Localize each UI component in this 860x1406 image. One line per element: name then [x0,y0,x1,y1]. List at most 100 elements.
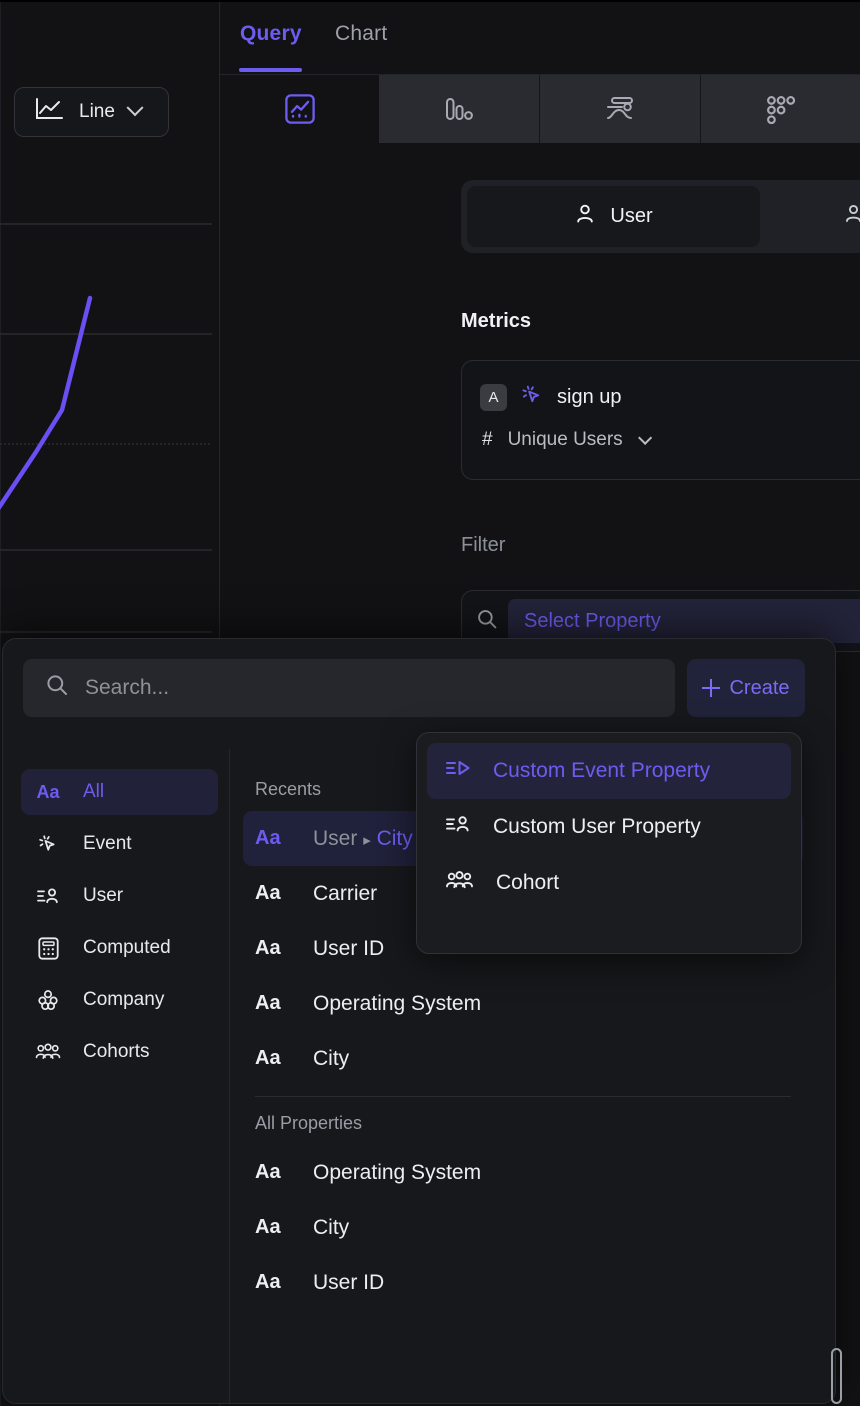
active-tab-indicator [239,68,302,72]
hash-icon: # [482,429,493,450]
category-label-user: User [83,885,124,906]
category-sidebar: Aa All Event [21,769,218,1081]
list-item[interactable]: Aa Carrier [243,866,803,921]
list-item[interactable]: Aa Operating System [243,1145,803,1200]
query-chart-tabs: Query Chart [220,2,860,76]
metric-card[interactable]: A sign up # Unique Users [461,360,860,480]
click-event-icon [35,833,61,855]
submenu-item-custom-user-property[interactable]: Custom User Property [427,799,791,855]
list-section-divider [255,1096,791,1097]
submenu-item-cohort[interactable]: Cohort [427,855,791,911]
line-chart-icon [35,97,65,127]
category-item-company[interactable]: Company [21,977,218,1023]
submenu-item-custom-event-property[interactable]: Custom Event Property [427,743,791,799]
category-label-cohorts: Cohorts [83,1041,150,1062]
metric-card-header: A sign up [480,383,622,412]
tab-query[interactable]: Query [240,22,302,45]
click-event-icon [520,383,544,412]
aa-text-icon: Aa [255,827,281,849]
category-item-computed[interactable]: Computed [21,925,218,971]
recents-label: Recents [255,778,322,799]
segment-flow[interactable] [540,75,701,143]
create-button[interactable]: Create [687,659,805,717]
scrollbar-thumb[interactable] [831,1348,842,1404]
property-label: City [313,1215,350,1239]
metric-aggregation-selector[interactable]: # Unique Users [482,429,652,451]
tabs-bottom-border [220,74,860,75]
metric-event-name: sign up [557,386,622,408]
chart-type-selector[interactable]: Line [14,87,169,137]
category-item-event[interactable]: Event [21,821,218,867]
aa-text-icon: Aa [255,1271,281,1293]
property-label: User ID [313,936,385,960]
segment-retention[interactable] [700,75,860,143]
window-top-edge [0,0,860,2]
people-icon [844,203,860,231]
retention-dots-icon [765,94,796,124]
category-item-cohorts[interactable]: Cohorts [21,1029,218,1075]
list-item[interactable]: Aa Operating System [243,976,803,1031]
aa-text-icon: Aa [255,937,281,959]
cohort-icon [35,1042,61,1062]
plus-icon [702,679,721,697]
segment-funnel[interactable] [379,75,540,143]
chevron-down-icon [126,99,144,117]
aa-text-icon: Aa [36,781,60,802]
chart-pane-left-edge [0,2,1,1406]
person-icon [574,203,596,231]
user-property-icon [445,814,471,840]
list-item[interactable]: Aa City [243,1200,803,1255]
entity-option-user[interactable]: User [467,186,760,247]
metrics-header: Metrics [461,308,860,334]
all-properties-label: All Properties [255,1112,363,1133]
category-label-event: Event [83,833,132,854]
metrics-title: Metrics [461,309,532,332]
list-item[interactable]: Aa User ID [243,921,803,976]
trend-chart-icon [284,94,315,124]
metric-letter-badge: A [480,384,507,411]
path-arrow-icon: ▸ [363,831,371,849]
company-icon [35,989,61,1011]
bar-funnel-icon [442,94,476,124]
list-item[interactable]: Aa User ID [243,1255,803,1310]
analysis-type-segments [220,75,860,143]
chevron-down-icon [637,430,652,445]
calculator-icon [35,936,61,960]
search-placeholder: Search... [85,676,170,699]
submenu-label: Custom User Property [493,815,701,838]
submenu-label: Custom Event Property [493,759,711,782]
property-label: Carrier [313,881,378,905]
aa-text-icon: Aa [255,1161,281,1183]
category-item-user[interactable]: User [21,873,218,919]
category-label-company: Company [83,989,165,1010]
category-label-computed: Computed [83,937,171,958]
metric-aggregation-label: Unique Users [507,429,623,450]
aa-text-icon: Aa [255,1047,281,1069]
popover-search-row: Search... Create [23,659,805,717]
property-label: User ID [313,1270,385,1294]
filter-title: Filter [461,533,506,556]
property-label: Operating System [313,1160,482,1184]
search-input[interactable]: Search... [23,659,675,717]
user-list-icon [35,886,61,906]
segment-trends[interactable] [220,75,380,143]
create-button-label: Create [729,676,790,699]
tab-chart[interactable]: Chart [335,22,388,45]
flow-journey-icon [603,94,637,124]
property-label: Operating System [313,991,482,1015]
entity-option-company[interactable]: Company [760,186,860,247]
search-icon [476,608,498,635]
cohort-icon [445,870,474,897]
chart-type-label: Line [79,101,115,122]
property-path-prefix: User [313,826,358,850]
popover-column-divider [229,749,230,1403]
category-item-all[interactable]: Aa All [21,769,218,815]
list-item[interactable]: Aa City [243,1031,803,1086]
aa-text-icon: Aa [255,882,281,904]
submenu-label: Cohort [496,871,560,894]
select-property-chip[interactable]: Select Property [508,599,860,643]
entity-label-user: User [610,205,653,227]
event-property-icon [445,758,471,784]
category-label-all: All [83,781,105,802]
